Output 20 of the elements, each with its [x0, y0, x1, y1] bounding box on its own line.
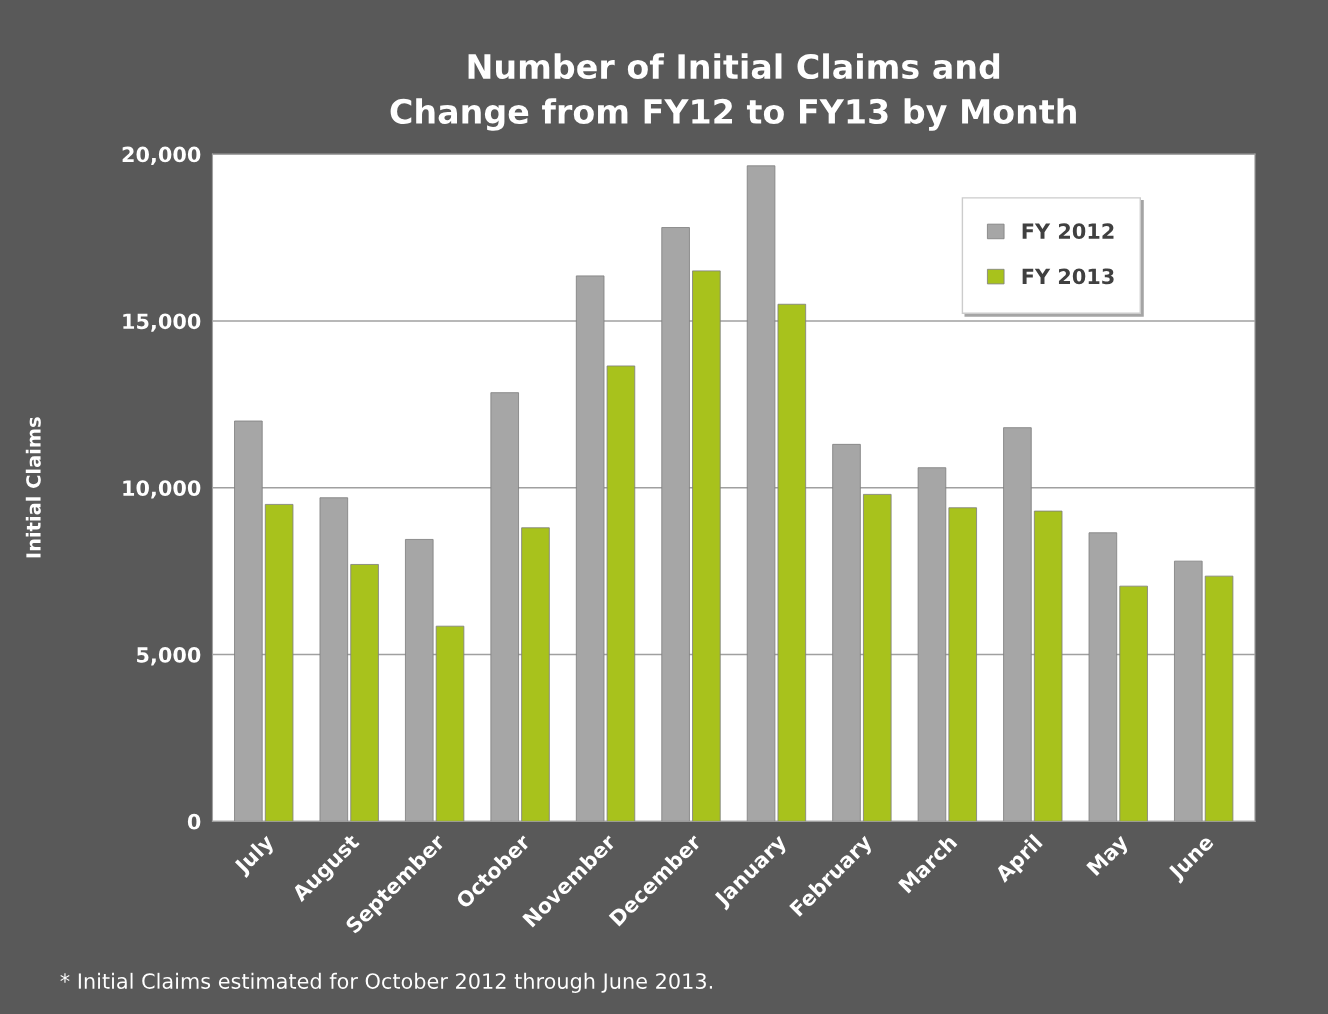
- y-tick-label: 20,000: [122, 146, 201, 165]
- chart-title: Number of Initial Claims and Change from FY12 to FY13 by Month: [390, 53, 1076, 131]
- bar: [264, 503, 294, 822]
- y-axis-title: Initial Claims: [25, 417, 41, 558]
- legend-label: FY 2012: [1022, 223, 1114, 240]
- y-tick-label: 15,000: [123, 313, 201, 332]
- bar: [350, 564, 379, 822]
- bar: [692, 270, 721, 822]
- bar: [1119, 585, 1148, 822]
- text: * Initial Claims estimated for October 2012 through June 2013.: [60, 972, 713, 993]
- bar: [435, 625, 465, 822]
- bar: [1033, 510, 1063, 822]
- bar: [521, 527, 550, 822]
- y-tick-label: 0: [187, 813, 201, 830]
- bar: [863, 493, 892, 822]
- bar: [1204, 575, 1234, 822]
- y-tick-label: 5,000: [137, 646, 201, 666]
- legend-label: FY 2013: [1022, 268, 1114, 285]
- y-tick-label: 10,000: [123, 480, 201, 499]
- bar: [948, 507, 977, 822]
